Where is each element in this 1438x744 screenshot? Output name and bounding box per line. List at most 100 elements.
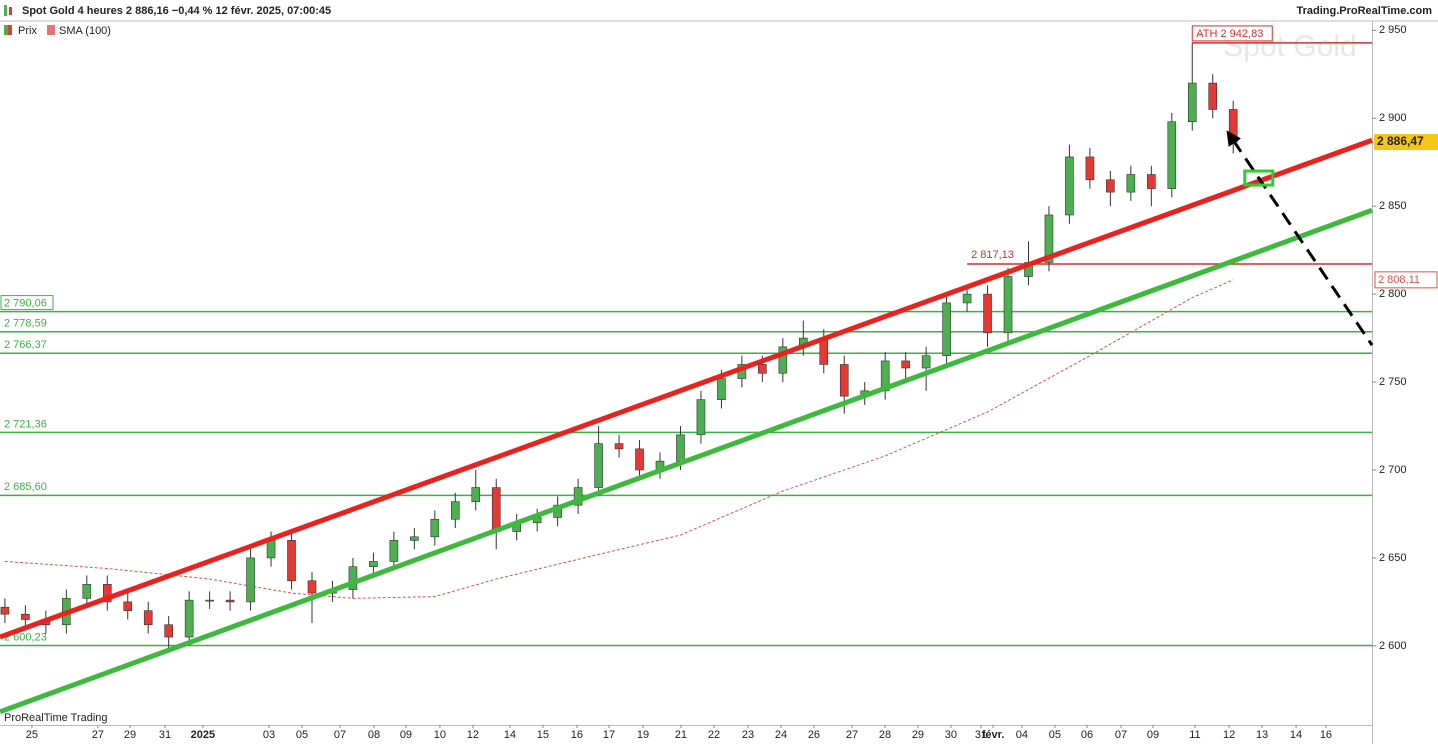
x-tick-label: 25 (26, 729, 38, 741)
x-tick-label: 09 (1147, 729, 1159, 741)
trendline (0, 207, 1373, 715)
x-tick-label: 09 (400, 729, 412, 741)
candle-body (205, 599, 214, 602)
candle-body (696, 399, 706, 436)
x-tick-label: 27 (846, 729, 858, 741)
plot-area: 2 790,06 2 778,59 2 766,37 2 721,36 2 685,60… (0, 25, 1374, 715)
level-label: 2 778,59 (4, 318, 47, 330)
x-tick-label: 29 (912, 729, 924, 741)
sma-price-box (1374, 271, 1438, 289)
candle-body (369, 561, 378, 568)
footer: ProRealTime Trading (4, 712, 108, 724)
candle-body (635, 448, 644, 471)
resistance-label: 2 817,13 (971, 249, 1014, 261)
candle-body (143, 610, 153, 626)
x-tick-label: 12 (1223, 729, 1235, 741)
x-tick-label: 27 (92, 729, 104, 741)
x-tick-label: 31 (159, 729, 171, 741)
candle-body (1126, 174, 1136, 193)
trendline (1226, 130, 1374, 346)
candle-body (962, 293, 972, 304)
candle-body (246, 557, 255, 603)
title-icon (4, 5, 7, 16)
candle-body (839, 364, 849, 397)
y-tick-label: 2 850 (1379, 200, 1407, 212)
last-price-box (1374, 134, 1438, 151)
x-tick-label: 14 (504, 729, 516, 741)
candle-body (1065, 156, 1074, 216)
candle-body (1228, 109, 1238, 143)
trendline (0, 137, 1373, 640)
x-tick-label: 05 (1049, 729, 1061, 741)
candle-body (1106, 179, 1115, 193)
candle-body (450, 501, 460, 520)
x-tick-label: 03 (263, 729, 275, 741)
y-tick-label: 2 950 (1379, 24, 1407, 36)
y-tick-label: 2 800 (1379, 288, 1407, 300)
candle-body (1167, 121, 1177, 189)
resistance-label-box (1191, 25, 1273, 42)
candle-body (491, 487, 501, 532)
x-tick-label: 05 (296, 729, 308, 741)
x-tick-label: 16 (571, 729, 583, 741)
x-tick-label: 2025 (191, 729, 215, 741)
candle-body (225, 599, 235, 603)
x-tick-label: 24 (775, 729, 787, 741)
candle-body (21, 613, 30, 620)
candle-body (1003, 276, 1013, 334)
x-tick-label: 12 (467, 729, 479, 741)
x-tick-label: 30 (945, 729, 957, 741)
x-tick-label: 17 (603, 729, 615, 741)
y-tick-label: 2 650 (1379, 552, 1407, 564)
x-tick-label: 04 (1016, 729, 1028, 741)
resistance-label: ATH 2 942,83 (1196, 28, 1263, 40)
y-tick-label: 2 900 (1379, 112, 1407, 124)
x-tick-label: 29 (124, 729, 136, 741)
candle-body (1085, 156, 1095, 181)
x-tick-label: févr. (982, 729, 1005, 741)
candle-body (266, 540, 276, 559)
candle-body (921, 355, 931, 369)
candle-body (676, 434, 685, 462)
x-tick-label: 14 (1290, 729, 1302, 741)
x-tick-label: 06 (1081, 729, 1093, 741)
legend-icon (47, 25, 55, 35)
x-tick-label: 07 (1115, 729, 1127, 741)
x-tick-label: 28 (879, 729, 891, 741)
x-tick-label: 31 (975, 729, 987, 741)
sma-price-label: 2 808,11 (1378, 274, 1420, 286)
candle-body (164, 624, 173, 638)
candle-body (1187, 82, 1197, 123)
level-label: 2 790,06 (4, 298, 47, 310)
source: Trading.ProRealTime.com (1296, 5, 1432, 17)
x-tick-label: 26 (808, 729, 820, 741)
title-icon (9, 7, 12, 15)
candle-body (389, 540, 399, 562)
candle-body (0, 606, 10, 615)
candle-body (942, 302, 951, 356)
x-tick-label: 07 (334, 729, 346, 741)
candle-body (778, 346, 788, 374)
level-label: 2 721,36 (4, 418, 47, 430)
candle-body (410, 536, 419, 541)
candle-body (594, 443, 603, 488)
candle-body (348, 566, 358, 590)
x-tick-label: 11 (1189, 729, 1200, 741)
candle-body (983, 293, 992, 334)
last-price-label: 2 886,47 (1377, 134, 1424, 148)
candle-body (123, 601, 133, 611)
candle-body (307, 580, 317, 594)
candle-body (102, 584, 112, 603)
x-tick-label: 22 (708, 729, 720, 741)
x-tick-label: 23 (742, 729, 754, 741)
x-tick-label: 10 (434, 729, 446, 741)
x-tick-label: 16 (1320, 729, 1332, 741)
x-tick-label: 15 (537, 729, 549, 741)
candle-body (471, 487, 481, 502)
legend-icon (4, 25, 8, 35)
y-tick-label: 2 700 (1379, 464, 1407, 476)
candle-body (1147, 174, 1156, 189)
x-tick-label: 19 (637, 729, 649, 741)
